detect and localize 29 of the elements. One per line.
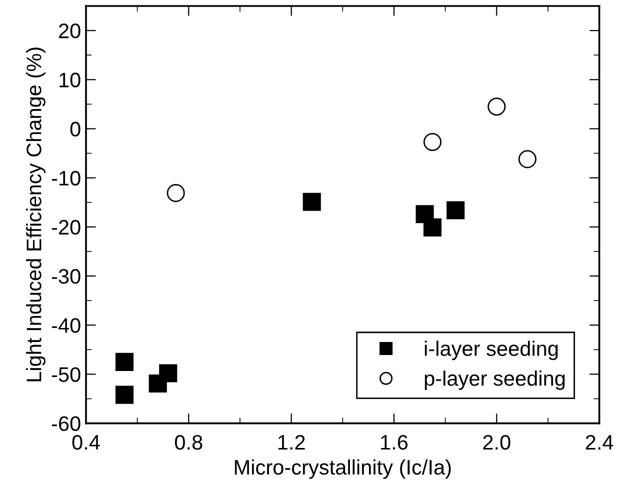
point: [423, 218, 442, 236]
point: [446, 201, 465, 220]
y-tick-label: -30: [52, 269, 80, 284]
point: [488, 98, 506, 116]
legend-label: p-layer seeding: [424, 370, 565, 390]
y-tick-label: -60: [52, 416, 80, 432]
y-tick-label: -20: [52, 220, 80, 235]
x-tick-label: 2.0: [483, 434, 510, 450]
y-tick-label: -10: [52, 170, 80, 186]
point: [166, 184, 185, 202]
x-tick-label: 1.2: [278, 434, 305, 450]
y-tick-label: 0: [70, 122, 80, 136]
y-tick-label: -50: [52, 367, 80, 382]
x-tick-label: 0.4: [72, 434, 100, 450]
point: [115, 386, 134, 404]
x-axis-title: Micro-crystallinity (Ic/Ia): [234, 459, 451, 479]
x-tick-label: 2.4: [586, 434, 614, 450]
point: [159, 364, 178, 382]
point: [115, 352, 134, 371]
x-tick-label: 0.8: [174, 434, 202, 450]
x-tick-label: 1.6: [381, 434, 408, 450]
y-axis-title: Light Induced Efficiency Change (%): [26, 48, 46, 382]
y-tick-label: 20: [59, 24, 80, 38]
point: [302, 192, 321, 211]
point: [518, 150, 536, 168]
legend-label: i-layer seeding: [424, 340, 558, 360]
y-tick-label: 10: [60, 72, 80, 88]
y-tick-label: -40: [52, 318, 80, 333]
point: [423, 132, 442, 152]
